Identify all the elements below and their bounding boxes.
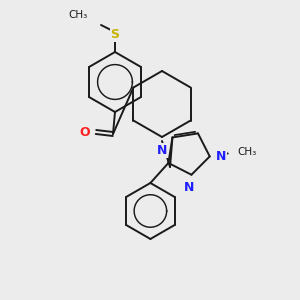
Text: CH₃: CH₃: [69, 10, 88, 20]
Text: O: O: [80, 125, 90, 139]
Text: S: S: [110, 28, 119, 41]
Text: N: N: [157, 144, 167, 157]
Text: N: N: [216, 150, 226, 163]
Text: CH₃: CH₃: [238, 147, 257, 158]
Text: N: N: [184, 181, 195, 194]
